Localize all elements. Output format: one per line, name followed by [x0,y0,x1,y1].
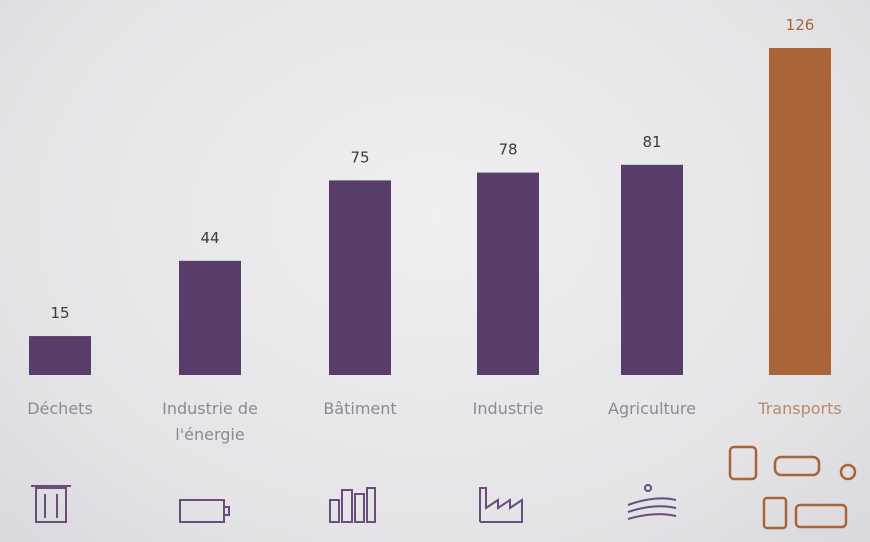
category-label: Transports [758,399,842,418]
category-label: Déchets [27,399,93,418]
trash-icon [31,485,71,523]
category-label: Bâtiment [323,399,397,418]
field-icon [627,484,677,520]
factory-icon [479,487,523,523]
bar [477,172,539,375]
bar [179,260,241,375]
category-label: Industrie [472,399,544,418]
value-label: 44 [200,229,219,247]
bar [329,180,391,375]
value-label: 75 [350,148,369,166]
battery-icon [179,499,230,523]
building-icon [329,487,376,523]
bar [29,336,91,375]
bar [621,164,683,375]
bar [769,48,831,375]
value-label: 78 [498,141,517,159]
icons [31,445,857,530]
value-label: 15 [50,304,69,322]
category-label: Industrie de l'énergie [162,399,258,444]
transport-icons [728,445,857,530]
value-label: 81 [642,133,661,151]
category-label: Agriculture [608,399,696,418]
value-label: 126 [786,16,815,34]
